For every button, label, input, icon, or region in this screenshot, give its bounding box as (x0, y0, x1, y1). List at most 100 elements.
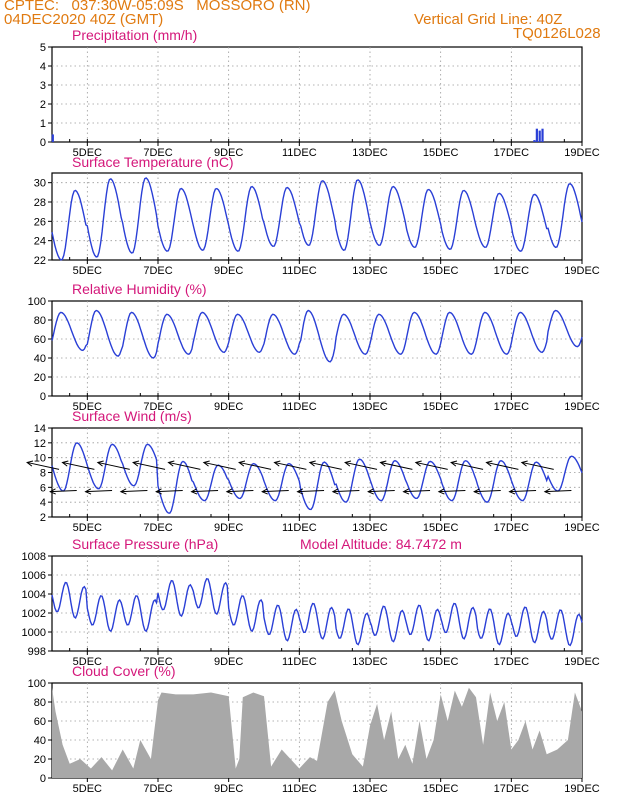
temp-line (51, 177, 583, 261)
rh-ytick-label: 100 (28, 296, 46, 308)
rh-ytick-label: 0 (40, 391, 46, 403)
precip-ytick-label: 0 (40, 137, 46, 149)
rh-xtick-label: 7DEC (143, 401, 172, 413)
temp-frame (51, 172, 583, 261)
wind-vector-head (84, 488, 92, 495)
pres-xtick-label: 7DEC (143, 656, 172, 668)
precip-ytick-label: 2 (40, 99, 46, 111)
wind-xtick-label: 13DEC (352, 522, 388, 534)
pres-subtitle: Model Altitude: 84.7472 m (300, 536, 462, 552)
rh-xtick-label: 5DEC (73, 401, 102, 413)
panel-pres: 998 1000 1002 1004 1006 1008 5DEC 7DEC 9DEC 11DEC… (22, 536, 600, 668)
rh-xtick-label: 11DEC (282, 401, 317, 413)
cloud-ytick-label: 40 (34, 735, 46, 747)
wind-vector (168, 461, 201, 470)
wind-vector-head (308, 460, 316, 467)
wind-vector-head (26, 460, 34, 467)
cloud-xtick-label: 9DEC (214, 783, 243, 795)
precip-ytick-label: 4 (40, 61, 46, 73)
precip-bar (51, 134, 54, 142)
panel-rh: 0 20 40 60 80 100 5DEC 7DEC 9DEC 11DEC 13DEC 15DEC 1… (28, 281, 600, 413)
temp-xtick-label: 5DEC (73, 265, 102, 277)
panel-wind: 2 4 6 8 10 12 14 5DEC 7DEC 9DEC 11DEC 13DEC 15DEC 17D… (26, 408, 600, 534)
wind-xtick-label: 7DEC (143, 522, 172, 534)
cloud-title: Cloud Cover (%) (72, 663, 175, 679)
cloud-xtick-label: 19DEC (564, 783, 600, 795)
wind-vector-head (520, 460, 528, 467)
precip-xtick-label: 13DEC (352, 147, 388, 159)
wind-xtick-label: 5DEC (73, 522, 102, 534)
wind-line (51, 442, 583, 514)
wind-ytick-label: 12 (34, 438, 46, 450)
pres-line (51, 578, 583, 647)
rh-ytick-label: 20 (34, 372, 46, 384)
wind-vector (156, 489, 183, 493)
wind-vector (226, 489, 254, 493)
pres-xtick-label: 5DEC (73, 656, 102, 668)
rh-xtick-label: 19DEC (564, 401, 600, 413)
wind-vector (509, 489, 537, 493)
precip-ytick-label: 3 (40, 80, 46, 92)
pres-ytick-label: 1002 (22, 608, 46, 620)
wind-title: Surface Wind (m/s) (72, 408, 192, 424)
rh-xtick-label: 15DEC (423, 401, 459, 413)
precip-title: Precipitation (mm/h) (72, 27, 197, 43)
wind-vector-head (273, 460, 281, 467)
wind-xtick-label: 19DEC (564, 522, 600, 534)
panel-cloud: 0 20 40 60 80 100 5DEC 7DEC 9DEC 11DEC 13DEC 15DEC 1… (28, 663, 600, 795)
precip-bar (541, 128, 544, 142)
wind-vector (133, 461, 166, 470)
wind-ytick-label: 6 (40, 482, 46, 494)
cloud-xtick-label: 17DEC (494, 783, 530, 795)
rh-line (51, 309, 583, 363)
wind-vector (486, 461, 519, 470)
precip-xtick-label: 5DEC (73, 147, 102, 159)
wind-xtick-label: 17DEC (494, 522, 530, 534)
pres-xtick-label: 15DEC (423, 656, 459, 668)
wind-vector-head (331, 488, 339, 495)
wind-vector (85, 489, 113, 493)
pres-ytick-label: 1004 (22, 589, 46, 601)
wind-vector (97, 461, 130, 470)
pres-xtick-label: 19DEC (564, 656, 600, 668)
rh-xtick-label: 9DEC (214, 401, 243, 413)
wind-vector (239, 461, 272, 470)
wind-vector-head (437, 488, 445, 495)
wind-xtick-label: 15DEC (423, 522, 459, 534)
wind-vector (380, 461, 413, 470)
wind-vector-head (379, 460, 387, 467)
wind-vector (203, 461, 236, 470)
temp-xtick-label: 11DEC (282, 265, 317, 277)
station-header: CPTEC: 037:30W-05:09S MOSSORO (RN) (4, 0, 311, 14)
wind-vector-head (450, 460, 458, 467)
wind-vector-head (96, 460, 104, 467)
wind-vector-head (202, 460, 210, 467)
wind-vector (403, 489, 431, 493)
wind-vector (274, 461, 307, 470)
vertical-grid-note: Vertical Grid Line: 40Z (414, 11, 563, 28)
wind-vector (27, 461, 60, 470)
wind-vector-head (414, 460, 422, 467)
pres-title: Surface Pressure (hPa) (72, 536, 218, 552)
temp-ytick-label: 26 (34, 216, 46, 228)
wind-vector-head (367, 488, 374, 495)
precip-bar (535, 128, 538, 142)
wind-ytick-label: 4 (40, 497, 46, 509)
wind-vector-head (508, 488, 516, 495)
pres-frame (51, 555, 583, 652)
temp-xtick-label: 17DEC (494, 265, 530, 277)
temp-xtick-label: 15DEC (423, 265, 459, 277)
wind-vector-head (485, 460, 493, 467)
panel-precip: 0 1 2 3 4 5 5DEC 7DEC 9DEC 11DEC 13DEC 15DEC 17DEC 19… (40, 27, 600, 159)
temp-ytick-label: 22 (34, 255, 46, 267)
wind-vector-head (155, 488, 162, 495)
wind-vector-head (190, 488, 198, 495)
temp-title: Surface Temperature (nC) (72, 154, 234, 170)
rh-ytick-label: 40 (34, 353, 46, 365)
wind-vector (62, 461, 95, 470)
wind-ytick-label: 2 (40, 512, 46, 524)
temp-xtick-label: 19DEC (564, 265, 600, 277)
wind-vector (50, 489, 77, 493)
cloud-xtick-label: 15DEC (423, 783, 459, 795)
